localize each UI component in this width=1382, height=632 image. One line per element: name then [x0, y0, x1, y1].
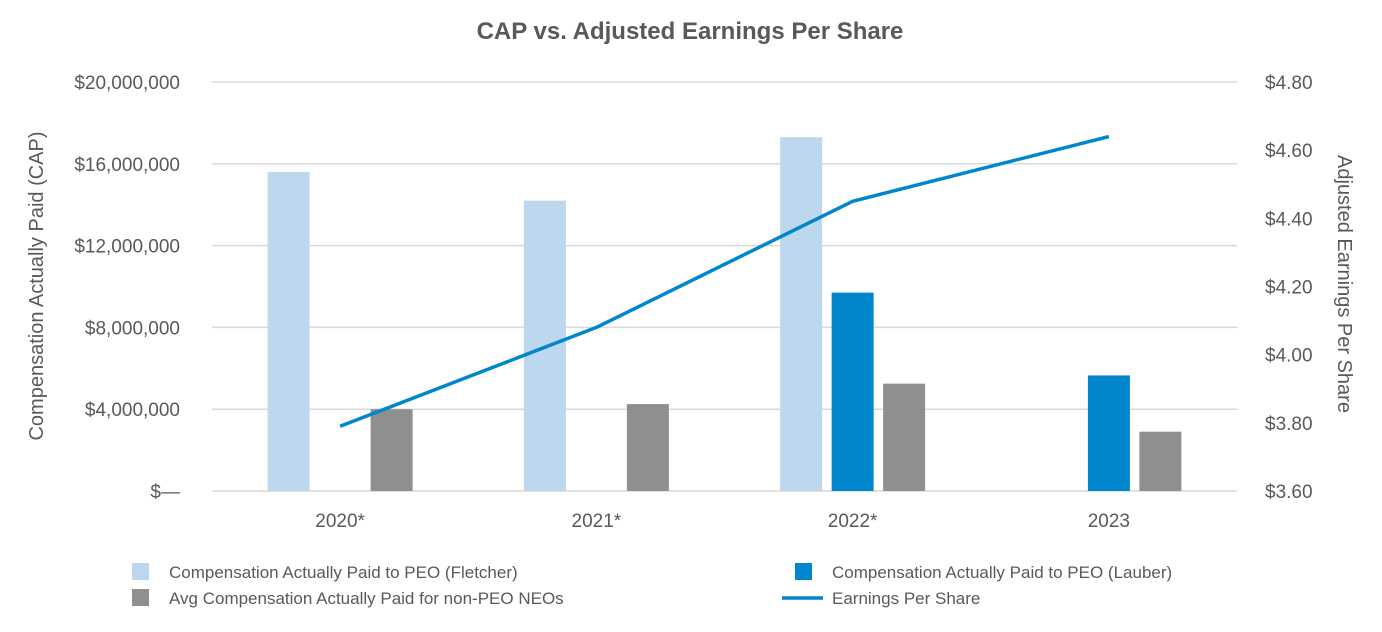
left-tick-label: $— — [150, 482, 180, 503]
x-tick-label: 2020* — [315, 511, 365, 532]
right-tick-label: $4.40 — [1265, 209, 1313, 230]
bar-avg-compensation-actually-paid-for-non-peo-neos — [626, 404, 669, 491]
legend-label: Earnings Per Share — [832, 589, 980, 608]
right-tick-label: $4.80 — [1265, 73, 1313, 94]
right-axis-label: Adjusted Earnings Per Share — [1333, 155, 1355, 413]
right-tick-label: $4.20 — [1265, 278, 1313, 299]
left-axis-ticks: $— $4,000,000 $8,000,000 $12,000,000 $16,000… — [74, 73, 180, 503]
bars — [267, 137, 1182, 492]
right-tick-label: $4.60 — [1265, 141, 1313, 162]
legend-label: Avg Compensation Actually Paid for non-P… — [169, 589, 564, 608]
bar-compensation-actually-paid-to-peo-lauber- — [831, 292, 874, 491]
lines — [339, 134, 1110, 428]
legend-swatch — [132, 563, 149, 580]
bar-compensation-actually-paid-to-peo-fletcher- — [780, 137, 823, 491]
left-tick-label: $4,000,000 — [85, 400, 180, 421]
right-axis-ticks: $3.60 $3.80 $4.00 $4.20 $4.40 $4.60 $4.80 — [1265, 73, 1313, 503]
legend-label: Compensation Actually Paid to PEO (Fletc… — [169, 563, 518, 582]
legend-swatch — [795, 563, 812, 580]
bar-avg-compensation-actually-paid-for-non-peo-neos — [1139, 431, 1182, 491]
legend: Compensation Actually Paid to PEO (Fletc… — [132, 563, 1172, 608]
bar-avg-compensation-actually-paid-for-non-peo-neos — [370, 409, 413, 491]
bar-avg-compensation-actually-paid-for-non-peo-neos — [883, 383, 926, 491]
x-tick-label: 2023 — [1088, 511, 1130, 532]
right-tick-label: $4.00 — [1265, 346, 1313, 367]
left-tick-label: $12,000,000 — [74, 237, 180, 258]
left-tick-label: $20,000,000 — [74, 73, 180, 94]
legend-label: Compensation Actually Paid to PEO (Laube… — [832, 563, 1172, 582]
right-tick-label: $3.60 — [1265, 482, 1313, 503]
left-axis-label: Compensation Actually Paid (CAP) — [26, 131, 48, 440]
bar-compensation-actually-paid-to-peo-fletcher- — [267, 171, 310, 492]
x-tick-label: 2022* — [828, 511, 878, 532]
x-tick-label: 2021* — [572, 511, 622, 532]
x-axis-ticks: 2020* 2021* 2022* 2023 — [315, 511, 1130, 532]
bar-compensation-actually-paid-to-peo-lauber- — [1087, 375, 1130, 491]
legend-swatch — [132, 589, 149, 606]
left-tick-label: $8,000,000 — [85, 318, 180, 339]
line-earnings-per-share — [339, 134, 1110, 428]
left-tick-label: $16,000,000 — [74, 155, 180, 176]
chart-title: CAP vs. Adjusted Earnings Per Share — [477, 18, 904, 45]
right-tick-label: $3.80 — [1265, 414, 1313, 435]
